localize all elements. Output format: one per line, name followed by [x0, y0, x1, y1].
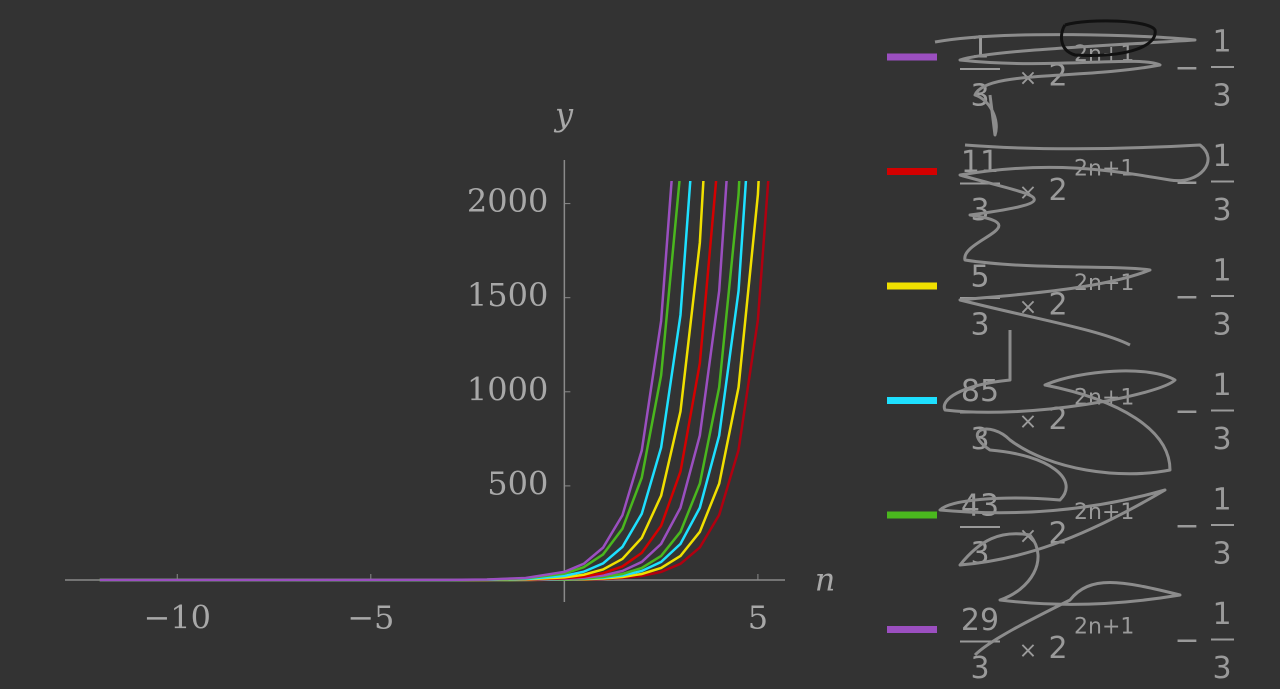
legend-base: 2 [1048, 402, 1067, 437]
legend-numerator: 85 [961, 374, 999, 409]
legend-minus: − [1174, 394, 1199, 429]
x-tick-label: 5 [748, 599, 768, 637]
curve [99, 181, 748, 582]
legend-denominator: 3 [970, 193, 989, 228]
legend-base: 2 [1048, 631, 1067, 666]
y-axis-label: y [553, 96, 574, 134]
curve [99, 181, 760, 582]
x-tick-label: −5 [347, 599, 394, 637]
legend-constant-denominator: 3 [1212, 651, 1231, 686]
legend-times: × [1019, 410, 1037, 435]
curve [99, 181, 705, 582]
legend-constant-denominator: 3 [1212, 308, 1231, 343]
curve [99, 181, 728, 582]
legend-denominator: 3 [970, 308, 989, 343]
x-tick-label: −10 [143, 599, 211, 637]
legend-constant-denominator: 3 [1212, 537, 1231, 572]
scribble [1059, 19, 1157, 57]
curves [99, 181, 770, 582]
legend-minus: − [1174, 623, 1199, 658]
legend-constant-numerator: 1 [1212, 254, 1231, 289]
legend-base: 2 [1048, 288, 1067, 323]
y-tick-label: 1500 [467, 276, 548, 314]
legend-constant-numerator: 1 [1212, 368, 1231, 403]
curve [99, 181, 718, 582]
curve [99, 181, 692, 582]
legend-constant-denominator: 3 [1212, 79, 1231, 114]
scribble [934, 33, 1197, 137]
legend-minus: − [1174, 51, 1199, 86]
legend-denominator: 3 [970, 651, 989, 686]
legend-constant-denominator: 3 [1212, 422, 1231, 457]
plot-area: −10 −5 5 500 1000 1500 2000 [65, 160, 785, 637]
legend-numerator: 29 [961, 603, 999, 638]
curve [99, 181, 770, 582]
y-tick-label: 1000 [467, 370, 548, 408]
y-tick-label: 500 [487, 464, 548, 502]
curve [99, 181, 673, 582]
legend-constant-numerator: 1 [1212, 483, 1231, 518]
curve [99, 181, 741, 582]
curve [99, 181, 681, 582]
legend-numerator: 5 [970, 260, 989, 295]
legend-exponent: 2n+1 [1074, 615, 1134, 640]
legend-minus: − [1174, 165, 1199, 200]
legend-minus: − [1174, 509, 1199, 544]
legend-minus: − [1174, 280, 1199, 315]
y-tick-label: 2000 [467, 182, 548, 220]
legend-times: × [1019, 639, 1037, 664]
legend-constant-numerator: 1 [1212, 25, 1231, 60]
legend-numerator: 43 [961, 489, 999, 524]
scribbles [934, 19, 1210, 657]
legend-constant-numerator: 1 [1212, 139, 1231, 174]
legend-constant-numerator: 1 [1212, 597, 1231, 632]
legend-times: × [1019, 524, 1037, 549]
legend-constant-denominator: 3 [1212, 193, 1231, 228]
scribble [938, 330, 1182, 657]
legend-base: 2 [1048, 173, 1067, 208]
scribble [958, 143, 1210, 347]
x-axis-label: n [815, 561, 836, 599]
